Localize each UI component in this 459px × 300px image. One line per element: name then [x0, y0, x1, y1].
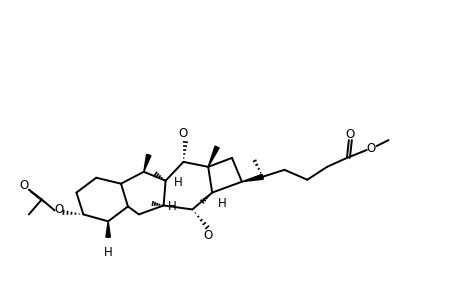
Text: O: O: [365, 142, 375, 154]
Text: O: O: [203, 229, 213, 242]
Text: O: O: [179, 127, 188, 140]
Text: H: H: [104, 246, 112, 259]
Text: O: O: [54, 203, 63, 216]
Polygon shape: [241, 174, 263, 182]
Text: O: O: [345, 128, 354, 141]
Polygon shape: [144, 154, 151, 172]
Text: H: H: [174, 176, 183, 189]
Polygon shape: [208, 146, 218, 167]
Text: H: H: [217, 197, 226, 210]
Text: H: H: [168, 200, 177, 213]
Polygon shape: [106, 221, 110, 237]
Text: O: O: [19, 179, 28, 192]
